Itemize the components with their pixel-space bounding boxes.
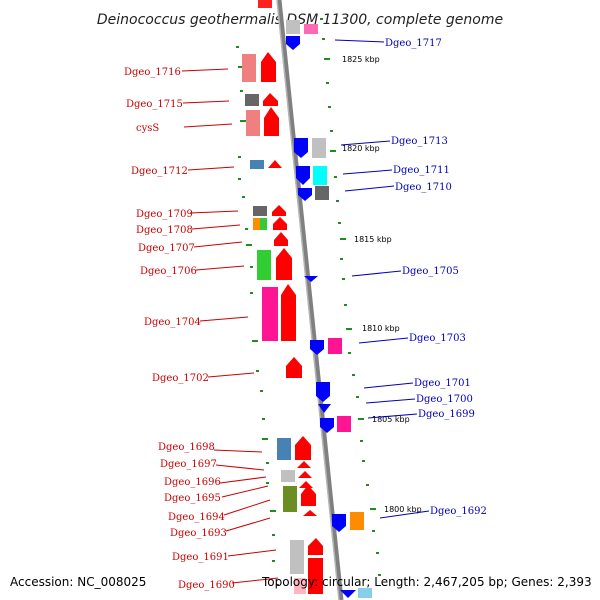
gene-arrow-1691	[308, 538, 323, 555]
outer-ticks	[320, 18, 381, 576]
gene-arrow-1694	[301, 485, 316, 506]
label-dgeo-1700: Dgeo_1700	[416, 394, 473, 405]
cog-box-1690	[294, 578, 306, 594]
gene-arrow-1695	[299, 481, 313, 488]
gene-arrow-1696	[298, 471, 312, 478]
forward-genes	[242, 0, 323, 594]
cog-box-1706	[257, 250, 271, 280]
cog-box-1708a	[253, 218, 260, 230]
gene-arrow-1703	[310, 340, 324, 355]
inner-ticks	[236, 46, 279, 586]
label-dgeo-1717: Dgeo_1717	[385, 38, 442, 49]
label-dgeo-1711: Dgeo_1711	[393, 165, 450, 176]
kbp-label-1820: 1820 kbp	[342, 144, 380, 153]
kbp-label-1805: 1805 kbp	[372, 415, 410, 424]
gene-arrow-1700	[318, 404, 331, 413]
kbp-label-1810: 1810 kbp	[362, 324, 400, 333]
gene-arrow-1697	[297, 461, 311, 468]
label-dgeo-1692: Dgeo_1692	[430, 506, 487, 517]
label-dgeo-1707: Dgeo_1707	[138, 243, 195, 254]
gene-arrow-1692	[332, 514, 346, 532]
label-dgeo-1698: Dgeo_1698	[158, 442, 215, 453]
gene-arrow-1712	[268, 160, 282, 168]
label-dgeo-1703: Dgeo_1703	[409, 333, 466, 344]
label-dgeo-1713: Dgeo_1713	[391, 136, 448, 147]
label-dgeo-1705: Dgeo_1705	[402, 266, 459, 277]
label-dgeo-1702: Dgeo_1702	[152, 373, 209, 384]
label-dgeo-1696: Dgeo_1696	[164, 477, 221, 488]
label-dgeo-1708: Dgeo_1708	[136, 225, 193, 236]
label-dgeo-1695: Dgeo_1695	[164, 493, 221, 504]
gene-arrow-1704	[281, 284, 296, 341]
label-dgeo-1697: Dgeo_1697	[160, 459, 217, 470]
label-dgeo-1715: Dgeo_1715	[126, 99, 183, 110]
label-cysS: cysS	[136, 123, 159, 134]
gene-arrow-1706	[276, 248, 292, 280]
gene-arrow-1717	[286, 36, 300, 50]
reverse-genes	[286, 20, 372, 598]
cog-box-cysS	[246, 110, 260, 136]
label-dgeo-1710: Dgeo_1710	[395, 182, 452, 193]
label-dgeo-1691: Dgeo_1691	[172, 552, 229, 563]
gene-arrow-bottom	[340, 590, 356, 598]
gene-arrow-cysS	[264, 107, 279, 136]
right-labels: Dgeo_1717 Dgeo_1713 Dgeo_1711 Dgeo_1710 …	[334, 38, 487, 519]
cog-box-1698	[277, 438, 291, 460]
gene-arrow-1708	[273, 217, 287, 230]
label-dgeo-1693: Dgeo_1693	[170, 528, 227, 539]
label-dgeo-1694: Dgeo_1694	[168, 512, 225, 523]
gene-arrow-1699	[320, 418, 334, 433]
label-dgeo-1706: Dgeo_1706	[140, 266, 197, 277]
label-dgeo-1712: Dgeo_1712	[131, 166, 188, 177]
kbp-label-1800: 1800 kbp	[384, 505, 422, 514]
gene-arrow-1711	[296, 166, 310, 185]
cog-box-1708b	[260, 218, 267, 230]
cog-box-1692	[350, 512, 364, 530]
gene-arrow-1698	[295, 436, 311, 460]
genome-backbone-highlight	[276, 0, 340, 600]
gene-arrow-1710	[298, 188, 312, 201]
label-dgeo-1716: Dgeo_1716	[124, 67, 181, 78]
label-dgeo-1701: Dgeo_1701	[414, 378, 471, 389]
cog-box-1704	[262, 287, 278, 341]
gene-arrow-1701	[316, 382, 330, 402]
accession-text: Accession: NC_008025	[10, 575, 146, 589]
cog-box-1712	[250, 160, 264, 169]
cog-box-1711	[313, 166, 327, 185]
cog-box-1717	[304, 24, 318, 34]
label-dgeo-1709: Dgeo_1709	[136, 209, 193, 220]
cog-box-1709	[253, 206, 267, 216]
kbp-label-1825: 1825 kbp	[342, 55, 380, 64]
gene-top-partial	[258, 0, 272, 8]
cog-box-bottom	[358, 588, 372, 598]
label-dgeo-1704: Dgeo_1704	[144, 317, 201, 328]
gene-arrow-1705	[304, 276, 318, 282]
cog-box-1699	[337, 416, 351, 432]
cog-box-1710	[315, 186, 329, 200]
gene-arrow-1707	[274, 232, 288, 246]
cog-box-1696	[281, 470, 295, 482]
label-dgeo-1699: Dgeo_1699	[418, 409, 475, 420]
gene-body-1690	[308, 558, 323, 594]
cog-box-1713	[312, 138, 326, 158]
left-labels: Dgeo_1716 Dgeo_1715 cysS Dgeo_1712 Dgeo_…	[124, 67, 279, 591]
cog-box-1703	[328, 338, 342, 354]
gene-arrow-1713	[294, 138, 308, 158]
cog-box-1691	[290, 540, 304, 574]
label-dgeo-1690: Dgeo_1690	[178, 580, 235, 591]
gene-arrow-1702	[286, 357, 302, 378]
cog-box-1715	[245, 94, 259, 106]
kbp-label-1815: 1815 kbp	[354, 235, 392, 244]
topology-text: Topology: circular; Length: 2,467,205 bp…	[261, 575, 592, 589]
gene-arrow-1693	[303, 510, 317, 516]
gene-arrow-1715	[263, 93, 278, 106]
gene-arrow-1709	[272, 205, 286, 216]
genome-backbone	[276, 0, 344, 600]
gene-arrow-1716	[261, 52, 276, 82]
cog-box-1716	[242, 54, 256, 82]
cog-box-1694	[283, 486, 297, 512]
cog-box-top	[286, 20, 300, 34]
